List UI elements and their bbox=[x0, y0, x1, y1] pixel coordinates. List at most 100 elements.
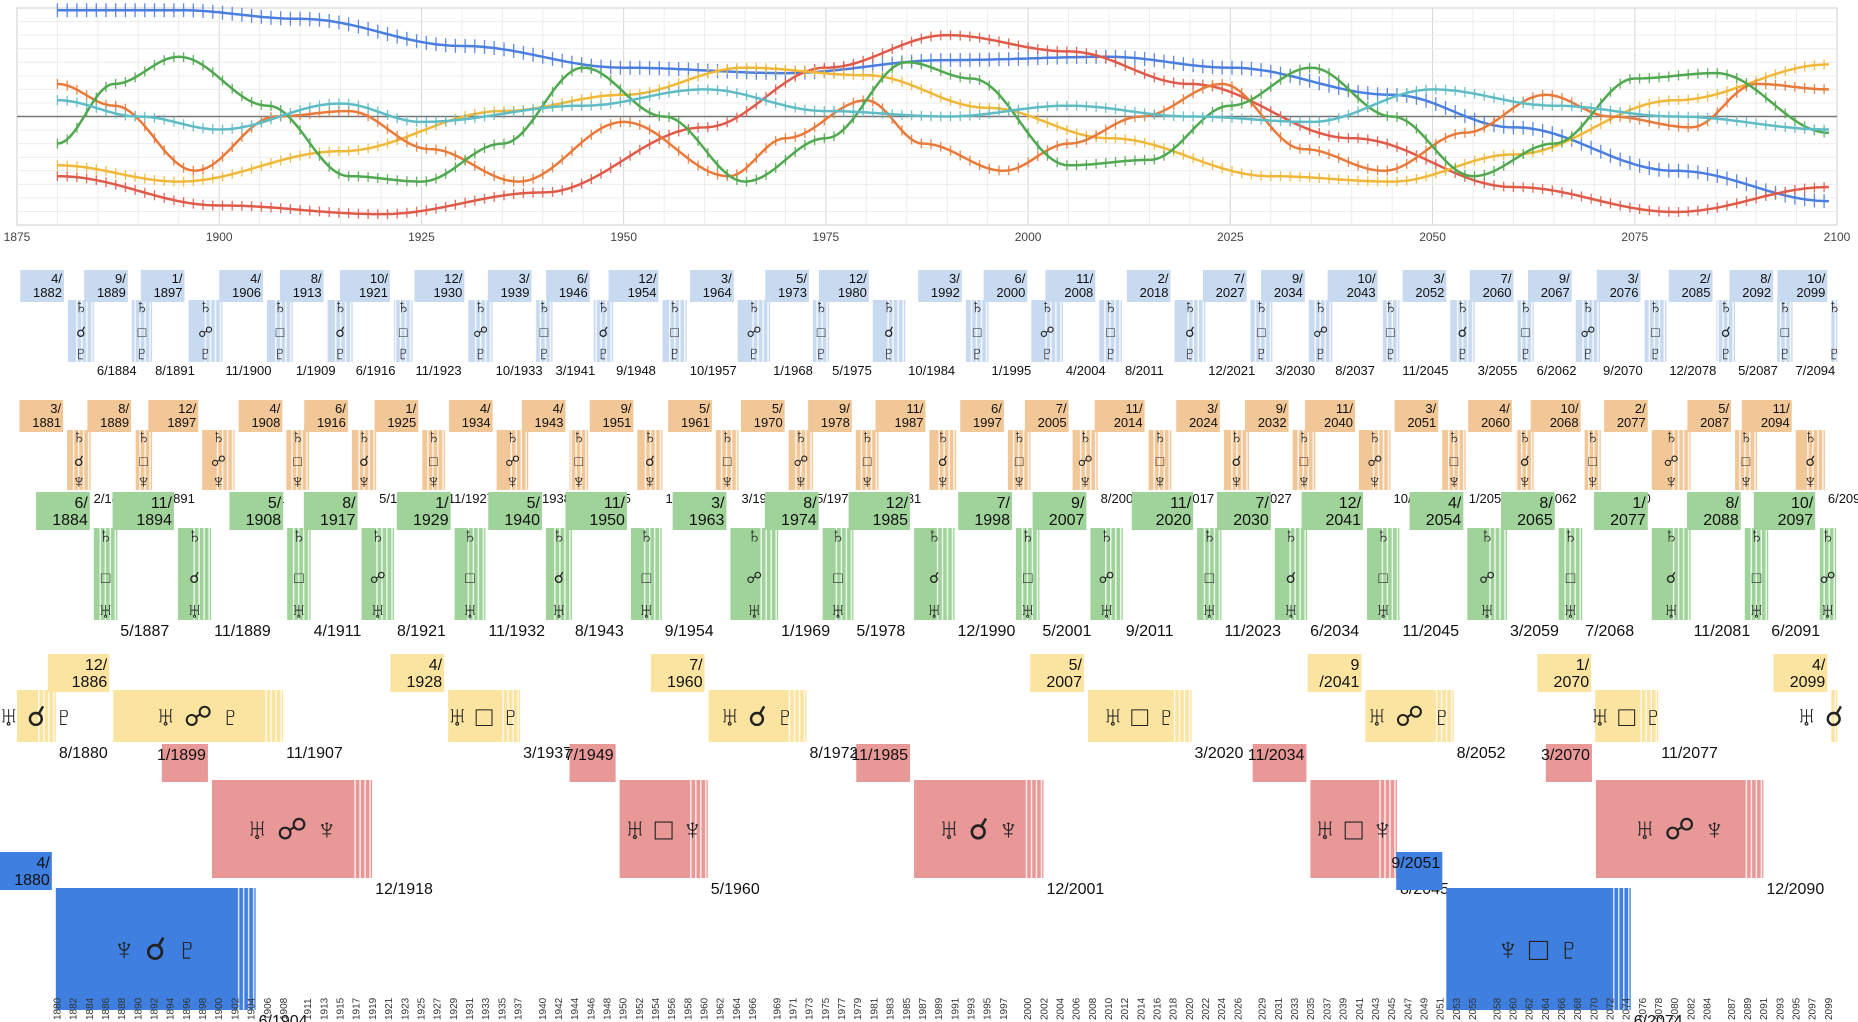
series-ticks-4 bbox=[56, 52, 1825, 187]
aspect-bar bbox=[630, 528, 662, 620]
start-date-label: 3/2070 bbox=[1541, 747, 1590, 764]
aspect-bar bbox=[1031, 300, 1063, 362]
start-label-bg bbox=[958, 492, 1012, 530]
planet-glyph: ♄ bbox=[830, 522, 846, 547]
start-date-label: 11/2040 bbox=[1324, 401, 1353, 430]
start-label-bg bbox=[668, 400, 712, 432]
end-date-label: 6/2098 bbox=[1828, 491, 1858, 506]
bottom-year-label: 1923 bbox=[400, 997, 411, 1020]
start-label-bg bbox=[390, 654, 445, 692]
aspect-glyph-group: ♆ ☌ ♇ bbox=[112, 931, 199, 967]
aspect-glyph: ☌ bbox=[1721, 325, 1731, 341]
start-date-label: 3/1992 bbox=[931, 271, 960, 300]
start-date-label: 5/1961 bbox=[681, 401, 710, 430]
bottom-year-label: 2002 bbox=[1039, 997, 1050, 1020]
aspect-bar bbox=[454, 528, 486, 620]
end-date-label: 10/1984 bbox=[908, 363, 955, 378]
aspect-glyph: ☌ bbox=[1520, 454, 1530, 470]
end-date-label: 5/2087 bbox=[1738, 363, 1778, 378]
start-date-label: 9/1978 bbox=[821, 401, 850, 430]
aspect-glyph: ☌ bbox=[359, 454, 369, 470]
bottom-year-label: 2068 bbox=[1573, 997, 1584, 1020]
aspect-glyph: □ bbox=[833, 570, 843, 587]
aspect-glyph: □ bbox=[1023, 570, 1033, 587]
end-date-label: 11/1900 bbox=[225, 363, 271, 378]
planet-glyph: ♄ bbox=[882, 296, 897, 318]
bottom-year-label: 1975 bbox=[821, 997, 832, 1020]
bottom-year-label: 2084 bbox=[1703, 997, 1714, 1020]
bottom-year-label: 2000 bbox=[1023, 997, 1034, 1020]
aspect-glyph: ☍ bbox=[211, 454, 225, 470]
end-date-label: 3/2059 bbox=[1510, 623, 1559, 640]
planet-glyph: ♅ bbox=[1098, 598, 1114, 623]
end-date-label: 7/2068 bbox=[1585, 623, 1634, 640]
aspect-bar bbox=[1174, 300, 1206, 362]
end-date-label: 9/2011 bbox=[1126, 623, 1174, 640]
planet-glyph: ♆ bbox=[1078, 471, 1093, 493]
aspect-bar bbox=[1274, 528, 1308, 620]
start-date-label: 8/2065 bbox=[1517, 495, 1553, 529]
planet-glyph: ♇ bbox=[667, 343, 682, 365]
end-date-label: 1/1909 bbox=[296, 363, 336, 378]
end-date-label: 4/2004 bbox=[1066, 363, 1106, 378]
planet-glyph: ♅ bbox=[1663, 598, 1679, 623]
planet-glyph: ♄ bbox=[198, 296, 213, 318]
planet-glyph: ♄ bbox=[505, 426, 520, 448]
planet-glyph: ♅ bbox=[291, 598, 307, 623]
start-date-label: 9/2034 bbox=[1274, 271, 1303, 300]
start-date-label: 4/2060 bbox=[1481, 401, 1510, 430]
planet-glyph: ♄ bbox=[667, 296, 682, 318]
start-label-bg bbox=[488, 492, 543, 530]
bottom-year-label: 1977 bbox=[837, 997, 848, 1020]
bottom-year-label: 2076 bbox=[1638, 997, 1649, 1020]
bottom-year-label: 2033 bbox=[1290, 997, 1301, 1020]
aspect-glyph: □ bbox=[1450, 454, 1459, 470]
end-date-label: 11/2045 bbox=[1402, 623, 1459, 640]
end-date-label: 12/2001 bbox=[1046, 881, 1104, 898]
start-label-bg bbox=[690, 270, 734, 302]
bottom-year-label: 1948 bbox=[603, 997, 614, 1020]
start-label-bg bbox=[672, 492, 727, 530]
start-label-bg bbox=[1030, 654, 1084, 692]
aspect-glyph: □ bbox=[138, 325, 147, 341]
aspect-glyph-group: ♅ ☍ ♇ bbox=[1367, 701, 1453, 732]
bottom-year-label: 1937 bbox=[514, 997, 525, 1020]
aspect-glyph: ☌ bbox=[929, 570, 939, 587]
start-label-bg bbox=[1024, 400, 1069, 432]
aspect-glyph: □ bbox=[1386, 325, 1395, 341]
series-line-3 bbox=[57, 82, 1829, 183]
series-ticks-5 bbox=[56, 84, 1825, 135]
bottom-year-label: 1902 bbox=[230, 997, 241, 1020]
bottom-year-label: 2070 bbox=[1589, 997, 1600, 1020]
planet-glyph: ♄ bbox=[1803, 426, 1818, 448]
aspect-glyph: ☌ bbox=[335, 325, 345, 341]
bottom-year-label: 1971 bbox=[789, 997, 800, 1020]
end-date-label: 12/1990 bbox=[958, 623, 1016, 640]
x-tick-label: 2000 bbox=[1015, 230, 1042, 244]
bottom-year-label: 1960 bbox=[700, 997, 711, 1020]
planet-glyph: ♅ bbox=[1201, 598, 1217, 623]
start-date-label: 6/1997 bbox=[973, 401, 1002, 430]
planet-glyph: ♄ bbox=[71, 426, 86, 448]
start-label-bg bbox=[279, 270, 324, 302]
aspect-glyph-group: ♅ ☍ ♇ bbox=[155, 701, 241, 732]
planet-glyph: ♄ bbox=[426, 426, 441, 448]
aspect-glyph: □ bbox=[1588, 454, 1597, 470]
start-label-bg bbox=[20, 270, 64, 302]
aspect-glyph: □ bbox=[723, 454, 732, 470]
planet-glyph: ♅ bbox=[370, 598, 386, 623]
aspect-glyph: ☌ bbox=[1666, 570, 1676, 587]
bottom-year-label: 1991 bbox=[950, 997, 961, 1020]
start-date-label: 10/2043 bbox=[1347, 271, 1376, 300]
planet-glyph: ♇ bbox=[537, 343, 552, 365]
start-label-bg bbox=[229, 492, 284, 530]
aspect-glyph: ☍ bbox=[794, 454, 808, 470]
planet-glyph: ♆ bbox=[290, 471, 305, 493]
aspect-bar bbox=[113, 690, 284, 742]
start-date-label: 12/1897 bbox=[167, 401, 196, 430]
end-date-label: 11/1907 bbox=[286, 745, 343, 762]
aspect-bar bbox=[1358, 430, 1391, 490]
end-date-label: 6/2062 bbox=[1537, 363, 1577, 378]
start-label-bg bbox=[1261, 270, 1305, 302]
bottom-year-label: 1915 bbox=[336, 997, 347, 1020]
